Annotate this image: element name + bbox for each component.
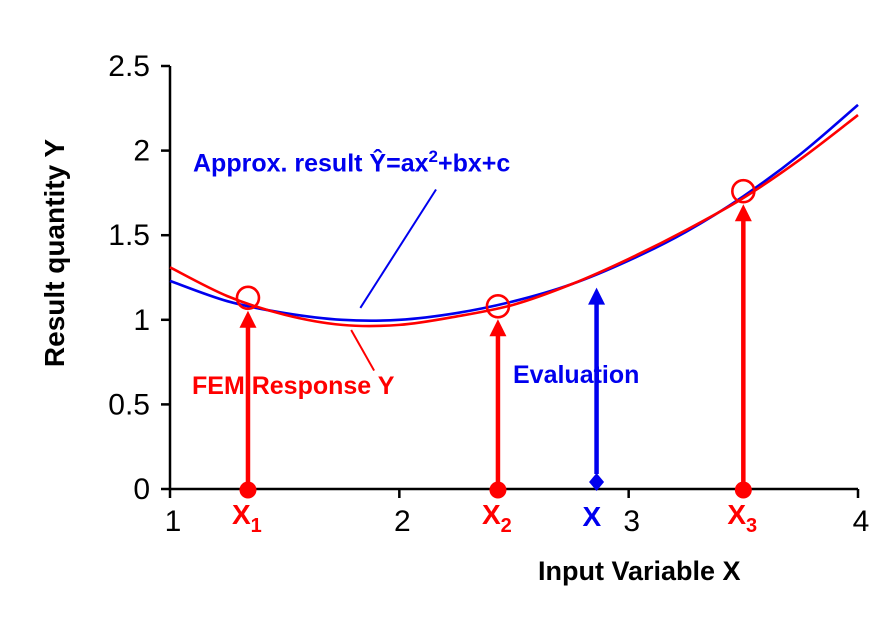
sample-circle-3	[731, 178, 756, 204]
approx-leader-line	[359, 188, 437, 309]
sample-circle-2	[485, 293, 511, 319]
y-hat-symbol: Ŷ	[369, 149, 387, 178]
x-tick-label: 2	[394, 505, 411, 538]
x-tick-label: 4	[853, 505, 870, 538]
evaluation-diamond	[589, 473, 605, 491]
sample-x-label-subscript: 3	[746, 515, 757, 537]
x-tick-label: 1	[165, 505, 182, 538]
y-axis-title: Result quantity Y	[39, 138, 70, 368]
sample-arrowhead-2	[489, 319, 507, 337]
approx-label-prefix: Approx. result	[193, 149, 370, 178]
sample-x-label-1: X1	[232, 499, 262, 537]
y-tick-label: 2.5	[108, 50, 150, 83]
sample-x-label-main: X	[482, 499, 501, 530]
axis-lines	[168, 66, 858, 491]
y-tick-label: 0	[133, 473, 150, 506]
x-axis-title: Input Variable X	[538, 556, 741, 586]
y-tick-label: 1.5	[108, 219, 150, 252]
sample-circle-1	[235, 285, 261, 311]
sample-x-label-main: X	[232, 499, 251, 530]
x-tick-label: 3	[623, 505, 640, 538]
y-tick-label: 2	[133, 135, 150, 168]
sample-dot-3	[734, 481, 752, 499]
fem-leader-line	[350, 329, 375, 372]
approx-equation-post: +bx+c	[438, 149, 511, 178]
approx-equation-pre: =ax	[386, 149, 429, 178]
evaluation-x-label: X	[583, 501, 602, 532]
evaluation-arrowhead	[588, 287, 606, 305]
approx-curve	[169, 103, 859, 322]
sample-x-label-subscript: 1	[251, 515, 262, 537]
evaluation-label: Evaluation	[513, 361, 640, 389]
approx-curve-label: Approx. result Ŷ=ax2+bx+c	[193, 147, 510, 178]
sample-arrowhead-1	[239, 310, 257, 328]
sample-x-label-subscript: 2	[501, 515, 512, 537]
sample-arrowhead-3	[734, 204, 752, 222]
y-tick-label: 0.5	[108, 388, 150, 421]
approx-equation-exponent: 2	[428, 147, 438, 166]
sample-dot-2	[489, 481, 507, 499]
fem-curve-label: FEM Response Y	[192, 372, 395, 400]
y-tick-label: 1	[133, 304, 150, 337]
sample-x-label-2: X2	[482, 499, 512, 537]
sample-x-label-main: X	[727, 499, 746, 530]
fem-curve	[169, 114, 859, 328]
sample-dot-1	[239, 481, 257, 499]
sample-x-label-3: X3	[727, 499, 757, 537]
